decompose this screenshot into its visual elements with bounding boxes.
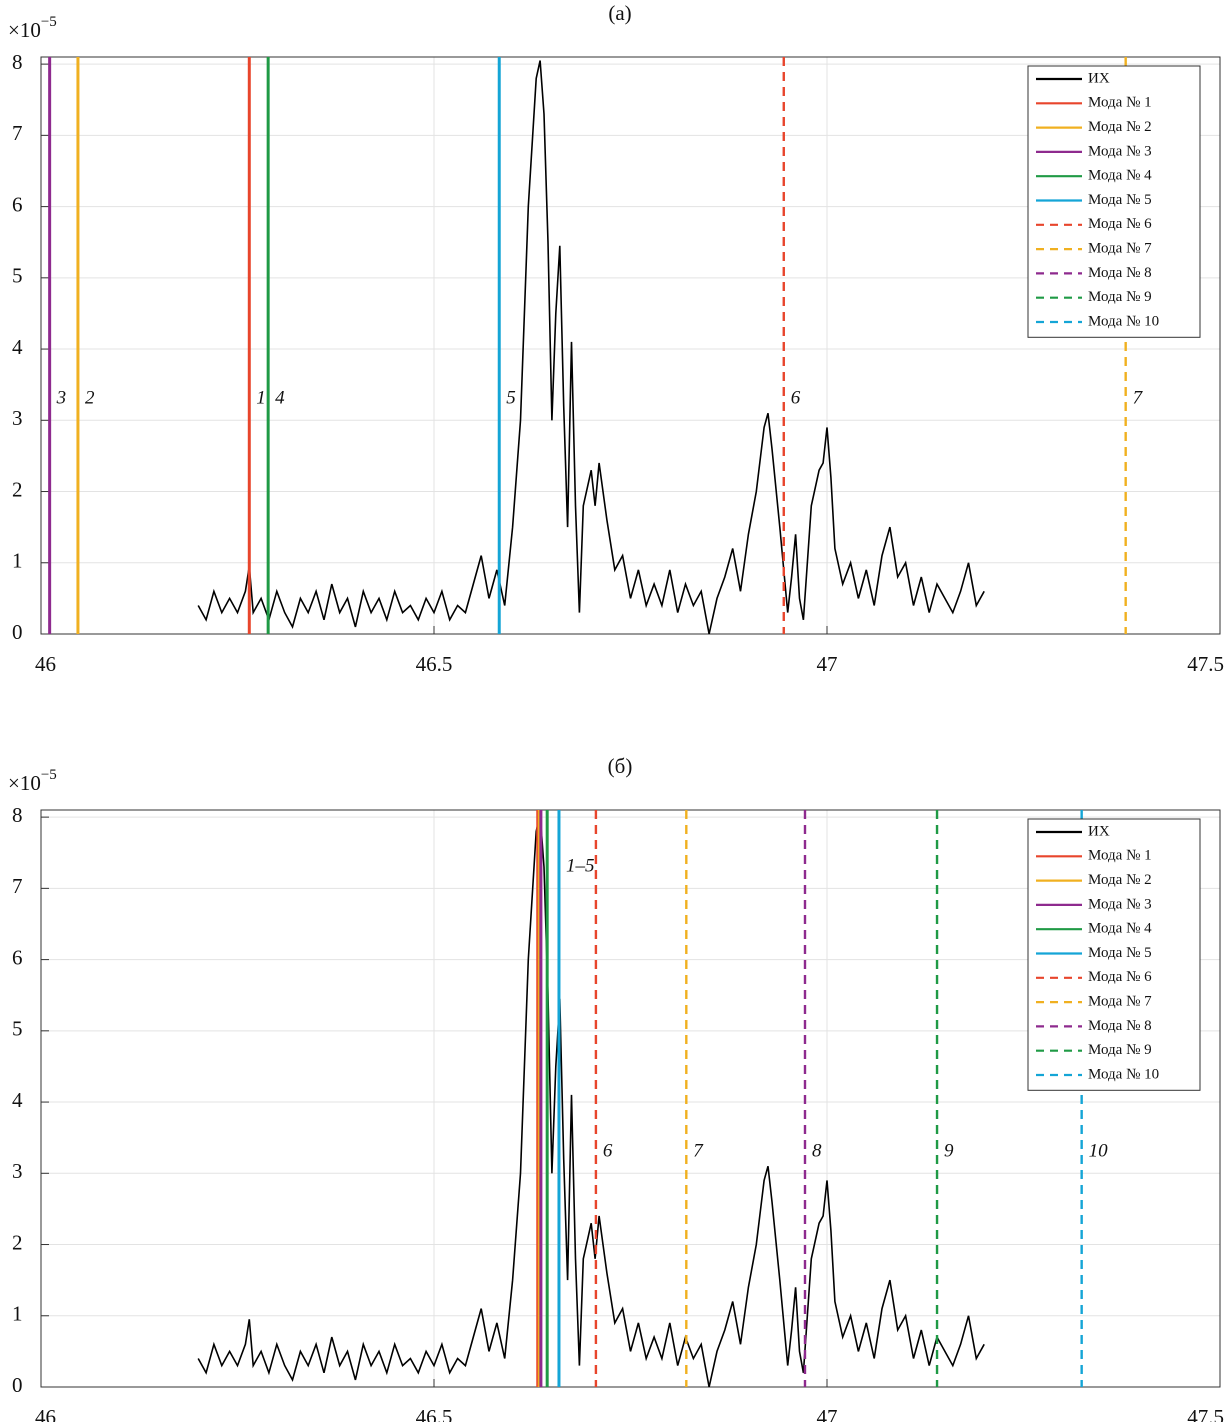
- x-tick-label: 46.5: [416, 1405, 453, 1422]
- y-multiplier-base: ×10: [8, 771, 41, 795]
- mode-label: 1–5: [566, 855, 595, 876]
- legend-label: Мода № 10: [1088, 313, 1159, 329]
- mode-label: 2: [85, 387, 95, 408]
- mode-label: 10: [1089, 1140, 1109, 1161]
- mode-label: 7: [1133, 387, 1144, 408]
- y-tick-label: 1: [12, 549, 23, 573]
- legend-label: Мода № 6: [1088, 969, 1152, 985]
- legend-label: Мода № 1: [1088, 848, 1152, 864]
- y-tick-label: 2: [12, 477, 23, 501]
- y-tick-label: 7: [12, 121, 23, 145]
- x-tick-label: 46.5: [416, 652, 453, 676]
- y-tick-label: 8: [12, 50, 23, 74]
- mode-label: 9: [944, 1140, 954, 1161]
- legend-label: Мода № 7: [1088, 241, 1152, 257]
- mode-label: 3: [56, 387, 66, 408]
- plot-frame: [40, 809, 1221, 1388]
- legend-label: Мода № 7: [1088, 994, 1152, 1010]
- y-tick-label: 5: [12, 264, 23, 288]
- legend-label: Мода № 3: [1088, 143, 1152, 159]
- y-tick-label: 8: [12, 803, 23, 827]
- y-tick-label: 6: [12, 945, 23, 969]
- impulse-response-line: [197, 60, 985, 635]
- mode-label: 4: [275, 387, 285, 408]
- y-multiplier: ×10−5: [8, 767, 57, 794]
- y-tick-label: 3: [12, 406, 23, 430]
- x-tick-label: 47.5: [1187, 1405, 1224, 1422]
- legend-label: Мода № 2: [1088, 872, 1152, 888]
- legend-label: Мода № 5: [1088, 945, 1152, 961]
- y-tick-label: 4: [12, 1088, 23, 1112]
- y-tick-label: 6: [12, 192, 23, 216]
- legend-label: Мода № 2: [1088, 119, 1152, 135]
- x-tick-label: 46: [35, 652, 56, 676]
- legend-label: Мода № 6: [1088, 216, 1152, 232]
- legend-box: [1027, 65, 1201, 338]
- mode-label: 6: [603, 1140, 613, 1161]
- y-tick-label: 0: [12, 620, 23, 644]
- legend-label: Мода № 10: [1088, 1066, 1159, 1082]
- legend-box: [1027, 818, 1201, 1091]
- chart-title: (б): [608, 754, 633, 778]
- legend-label: Мода № 8: [1088, 1018, 1152, 1034]
- legend-label: ИХ: [1088, 823, 1110, 839]
- legend-label: Мода № 4: [1088, 168, 1152, 184]
- mode-label: 1: [256, 387, 266, 408]
- legend-label: ИХ: [1088, 70, 1110, 86]
- y-tick-label: 3: [12, 1159, 23, 1183]
- legend-label: Мода № 9: [1088, 289, 1152, 305]
- x-tick-label: 47: [817, 1405, 838, 1422]
- legend-label: Мода № 1: [1088, 95, 1152, 111]
- y-tick-label: 0: [12, 1373, 23, 1397]
- y-multiplier-exp: −5: [41, 767, 57, 783]
- y-tick-label: 5: [12, 1017, 23, 1041]
- y-multiplier: ×10−5: [8, 14, 57, 41]
- mode-label: 6: [791, 387, 801, 408]
- x-tick-label: 46: [35, 1405, 56, 1422]
- legend-label: Мода № 4: [1088, 921, 1152, 937]
- y-tick-label: 4: [12, 335, 23, 359]
- mode-label: 7: [693, 1140, 704, 1161]
- mode-label: 5: [506, 387, 516, 408]
- mode-label: 8: [812, 1140, 822, 1161]
- x-tick-label: 47: [817, 652, 838, 676]
- impulse-response-line: [197, 813, 985, 1388]
- y-tick-label: 7: [12, 874, 23, 898]
- chart-title: (a): [608, 1, 631, 25]
- y-tick-label: 1: [12, 1302, 23, 1326]
- plot-frame: [40, 56, 1221, 635]
- legend-label: Мода № 9: [1088, 1042, 1152, 1058]
- legend-label: Мода № 8: [1088, 265, 1152, 281]
- y-tick-label: 2: [12, 1230, 23, 1254]
- y-multiplier-exp: −5: [41, 14, 57, 30]
- y-multiplier-base: ×10: [8, 18, 41, 42]
- x-tick-label: 47.5: [1187, 652, 1224, 676]
- legend-label: Мода № 5: [1088, 192, 1152, 208]
- legend-label: Мода № 3: [1088, 896, 1152, 912]
